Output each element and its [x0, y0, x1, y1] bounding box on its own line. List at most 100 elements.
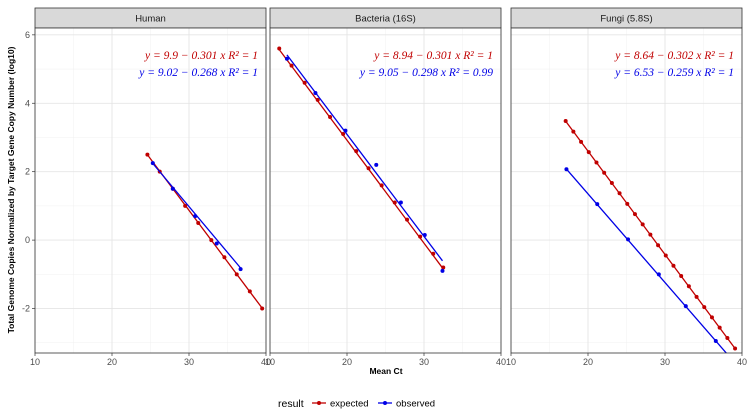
data-point-expected: [694, 294, 699, 299]
x-tick-label: 30: [660, 357, 670, 367]
panel-1: Human y = 9.9 − 0.301 x R² = 1 y = 9.02 − …: [22, 7, 271, 367]
legend: result expected observed: [278, 398, 435, 410]
data-point-observed: [313, 91, 318, 95]
data-point-expected: [717, 325, 722, 330]
data-point-expected: [586, 150, 591, 155]
equation-expected: y = 8.94 − 0.301 x R² = 1: [373, 50, 493, 62]
equation-expected: y = 9.9 − 0.301 x R² = 1: [144, 50, 258, 62]
data-point-expected: [702, 305, 707, 310]
data-point-observed: [595, 202, 600, 207]
data-point-observed: [193, 214, 198, 219]
data-point-expected: [418, 234, 423, 239]
data-point-expected: [609, 180, 614, 185]
panel-data: [277, 46, 446, 273]
legend-label-observed: observed: [396, 399, 435, 410]
data-point-expected: [602, 170, 607, 175]
data-point-expected: [441, 265, 446, 270]
y-tick-label: 6: [25, 30, 30, 40]
data-point-expected: [686, 284, 691, 289]
panels: Human y = 9.9 − 0.301 x R² = 1 y = 9.02 − …: [22, 7, 747, 367]
data-point-expected: [260, 306, 265, 311]
x-tick-label: 20: [583, 357, 593, 367]
data-point-expected: [222, 255, 227, 260]
data-point-expected: [632, 212, 637, 217]
x-tick-label: 20: [342, 357, 352, 367]
panel-strip-title: Human: [135, 14, 166, 25]
x-axis-title: Mean Ct: [369, 366, 402, 376]
y-tick-label: 4: [25, 98, 30, 108]
y-axis-title: Total Genome Copies Normalized by Target…: [6, 46, 16, 333]
y-tick-label: -2: [22, 304, 30, 314]
legend-key-point-observed: [383, 401, 387, 405]
data-point-expected: [302, 80, 307, 85]
data-point-observed: [626, 237, 631, 242]
data-point-observed: [564, 167, 569, 172]
panel-strip-title: Bacteria (16S): [355, 14, 416, 25]
panel-border: [269, 27, 502, 354]
panel-2: Bacteria (16S) y = 8.94 − 0.301 x R² = 1 y…: [265, 7, 506, 367]
panel-border: [510, 27, 743, 354]
data-point-observed: [440, 268, 445, 273]
equation-expected: y = 8.64 − 0.302 x R² = 1: [614, 50, 734, 62]
panel-data: [145, 152, 265, 311]
fit-line-observed: [286, 54, 443, 262]
data-point-expected: [579, 139, 584, 144]
data-point-expected: [289, 63, 294, 68]
data-point-observed: [214, 241, 219, 246]
data-point-observed: [238, 267, 243, 272]
panel-3: Fungi (5.8S) y = 8.64 − 0.302 x R² = 1 y =…: [506, 7, 747, 367]
legend-label-expected: expected: [330, 399, 369, 410]
y-tick-label: 2: [25, 167, 30, 177]
x-tick-label: 20: [107, 357, 117, 367]
data-point-expected: [183, 203, 188, 208]
data-point-expected: [196, 221, 201, 225]
panel-border: [34, 27, 267, 354]
data-point-observed: [374, 162, 379, 167]
data-point-expected: [594, 160, 599, 165]
data-point-expected: [341, 132, 346, 137]
data-point-expected: [379, 183, 384, 188]
data-point-expected: [366, 166, 371, 171]
x-tick-label: 10: [265, 357, 275, 367]
data-point-observed: [713, 339, 718, 344]
data-point-expected: [277, 46, 282, 51]
legend-title: result: [278, 398, 304, 410]
data-point-expected: [663, 253, 668, 258]
data-point-expected: [315, 97, 320, 102]
x-tick-label: 30: [184, 357, 194, 367]
data-point-expected: [328, 114, 333, 119]
legend-key-point-expected: [317, 401, 321, 405]
data-point-observed: [284, 56, 289, 61]
data-point-observed: [398, 200, 403, 205]
data-point-expected: [648, 232, 653, 237]
data-point-expected: [625, 201, 630, 206]
fit-line-expected: [278, 49, 444, 270]
data-point-expected: [671, 263, 676, 268]
data-point-expected: [617, 191, 622, 196]
x-tick-label: 10: [506, 357, 516, 367]
x-tick-label: 30: [419, 357, 429, 367]
data-point-expected: [145, 152, 150, 157]
data-point-expected: [656, 243, 661, 248]
data-point-expected: [209, 238, 214, 243]
data-point-expected: [679, 274, 684, 279]
x-tick-label: 40: [737, 357, 747, 367]
data-point-expected: [709, 315, 714, 320]
data-point-observed: [422, 232, 427, 237]
data-point-expected: [640, 222, 645, 227]
data-point-expected: [733, 346, 738, 351]
data-point-expected: [405, 217, 410, 222]
data-point-expected: [234, 272, 239, 277]
data-point-expected: [725, 335, 730, 340]
data-point-observed: [343, 128, 348, 133]
data-point-expected: [571, 129, 576, 134]
panel-strip-title: Fungi (5.8S): [600, 14, 652, 25]
x-tick-label: 10: [30, 357, 40, 367]
data-point-expected: [392, 200, 397, 205]
equation-observed: y = 9.05 − 0.298 x R² = 0.99: [359, 67, 493, 79]
data-point-observed: [150, 161, 155, 166]
x-tick-label: 40: [261, 357, 271, 367]
data-point-observed: [683, 304, 688, 309]
data-point-expected: [563, 119, 568, 124]
